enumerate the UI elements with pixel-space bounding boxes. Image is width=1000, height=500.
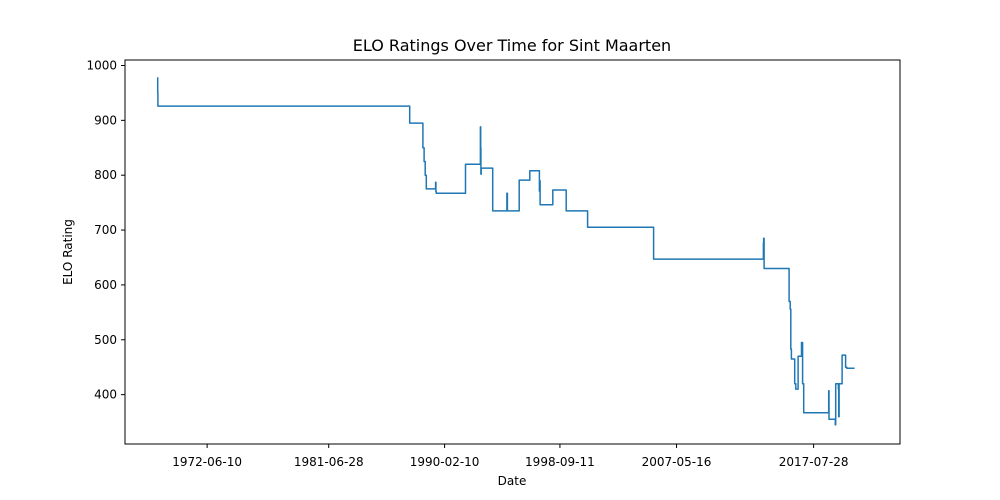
x-tick-label: 2017-07-28 [779, 455, 849, 469]
plot-frame [124, 59, 901, 445]
x-tick-label: 1990-02-10 [410, 455, 480, 469]
y-tick-label: 800 [94, 168, 117, 182]
y-tick-label: 700 [94, 223, 117, 237]
series-line-sint-maarten [156, 76, 855, 426]
x-tick-label: 1972-06-10 [172, 455, 242, 469]
y-tick-label: 1000 [86, 58, 117, 72]
x-tick-label: 1981-06-28 [294, 455, 364, 469]
x-tick-label: 2007-05-16 [642, 455, 712, 469]
chart-title: ELO Ratings Over Time for Sint Maarten [353, 36, 671, 55]
x-axis: 1972-06-10 1981-06-28 1990-02-10 1998-09-11… [172, 444, 848, 469]
y-tick-label: 600 [94, 278, 117, 292]
x-tick-label: 1998-09-11 [525, 455, 595, 469]
y-tick-label: 900 [94, 113, 117, 127]
plot-area [156, 76, 855, 426]
y-tick-label: 500 [94, 333, 117, 347]
y-tick-label: 400 [94, 388, 117, 402]
y-axis-label: ELO Rating [61, 219, 75, 285]
x-axis-label: Date [498, 474, 527, 488]
y-axis: 400 500 600 700 800 900 1000 [86, 58, 125, 402]
